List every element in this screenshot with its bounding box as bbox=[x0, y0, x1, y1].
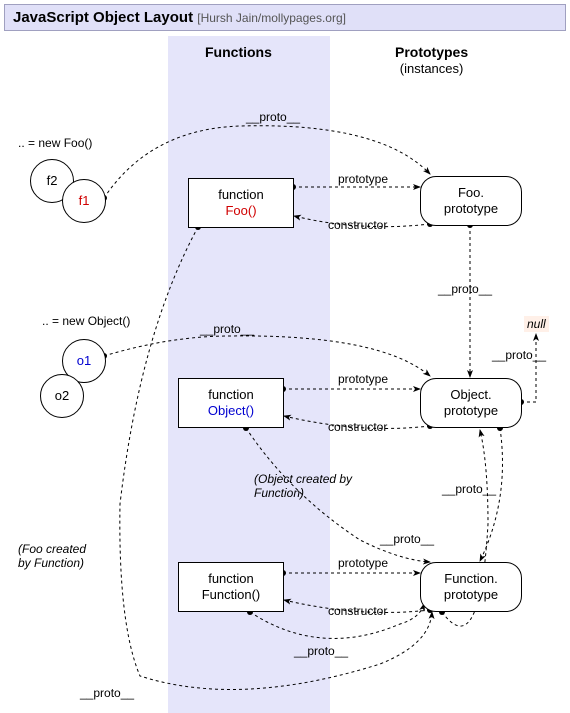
prototypes-column-header: Prototypes (instances) bbox=[395, 44, 468, 76]
object-prototype: Object. prototype bbox=[420, 378, 522, 428]
function-prototype: Function. prototype bbox=[420, 562, 522, 612]
function-function: function Function() bbox=[178, 562, 284, 612]
title-main: JavaScript Object Layout bbox=[13, 9, 193, 26]
label-prototype: prototype bbox=[338, 172, 388, 186]
label-proto: __proto__ bbox=[438, 282, 492, 296]
instance-f1: f1 bbox=[62, 179, 106, 223]
label-proto: __proto__ bbox=[492, 348, 546, 362]
prototypes-column-label: Prototypes bbox=[395, 44, 468, 60]
label-new-foo: .. = new Foo() bbox=[18, 136, 92, 150]
label-proto: __proto__ bbox=[246, 110, 300, 124]
label-prototype: prototype bbox=[338, 556, 388, 570]
label-prototype: prototype bbox=[338, 372, 388, 386]
label-constructor: constructor bbox=[328, 218, 387, 232]
instance-o2: o2 bbox=[40, 374, 84, 418]
function-foo: function Foo() bbox=[188, 178, 294, 228]
functions-column-label: Functions bbox=[205, 44, 272, 60]
label-object-created: (Object created by Function) bbox=[254, 472, 352, 500]
label-foo-created: (Foo created by Function) bbox=[18, 542, 86, 570]
prototypes-column-sub: (instances) bbox=[400, 61, 464, 76]
label-proto: __proto__ bbox=[294, 644, 348, 658]
label-constructor: constructor bbox=[328, 420, 387, 434]
label-proto: __proto__ bbox=[80, 686, 134, 700]
label-proto: __proto__ bbox=[442, 482, 496, 496]
functions-column-header: Functions bbox=[205, 44, 272, 60]
label-new-object: .. = new Object() bbox=[42, 314, 130, 328]
label-proto: __proto__ bbox=[380, 532, 434, 546]
function-object: function Object() bbox=[178, 378, 284, 428]
title-sub: [Hursh Jain/mollypages.org] bbox=[197, 11, 346, 25]
title-bar: JavaScript Object Layout [Hursh Jain/mol… bbox=[4, 4, 566, 31]
label-null: null bbox=[524, 316, 549, 332]
label-proto: __proto__ bbox=[200, 322, 254, 336]
foo-prototype: Foo. prototype bbox=[420, 176, 522, 226]
label-constructor: constructor bbox=[328, 604, 387, 618]
